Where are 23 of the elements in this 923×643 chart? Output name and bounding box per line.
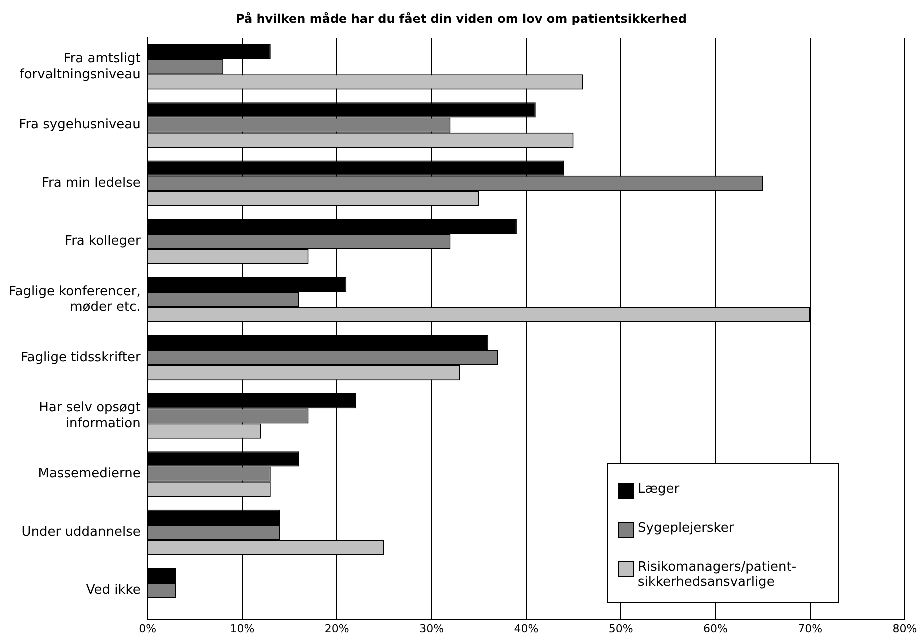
x-tick-label: 20% xyxy=(324,622,350,636)
legend-label: Læger xyxy=(638,482,680,497)
x-tick-label: 60% xyxy=(703,622,728,636)
y-tick-label: Fra sygehusniveau xyxy=(19,118,141,133)
legend-label: Sygeplejersker xyxy=(638,521,734,536)
y-tick-label: Faglige tidsskrifter xyxy=(20,350,142,366)
x-tick-label: 30% xyxy=(420,622,444,636)
y-tick-label: Har selv opsøgt information xyxy=(39,400,141,432)
x-tick-label: 40% xyxy=(514,622,539,636)
y-tick-label: Faglige konferencer, møder etc. xyxy=(8,284,141,315)
legend-label: Risikomanagers/patient-sikkerhedsansvarlige xyxy=(638,560,798,590)
x-tick-label: 10% xyxy=(230,622,255,636)
y-tick-label: Under uddannelse xyxy=(22,524,141,540)
y-tick-label: Fra amtsligt forvaltningsniveau xyxy=(20,52,141,82)
x-tick-label: 50% xyxy=(608,622,634,636)
x-tick-label: 70% xyxy=(798,622,823,636)
x-tick-label: 80% xyxy=(892,622,918,636)
x-tick-label: 0% xyxy=(139,622,157,636)
y-tick-label: Fra min ledelse xyxy=(42,176,141,191)
y-tick-label: Massemedierne xyxy=(38,466,141,482)
y-tick-label: Ved ikke xyxy=(86,583,141,598)
chart-title: På hvilken måde har du fået din viden om lov om patientsikkerhed xyxy=(235,12,688,26)
y-tick-label: Fra kolleger xyxy=(65,234,142,250)
